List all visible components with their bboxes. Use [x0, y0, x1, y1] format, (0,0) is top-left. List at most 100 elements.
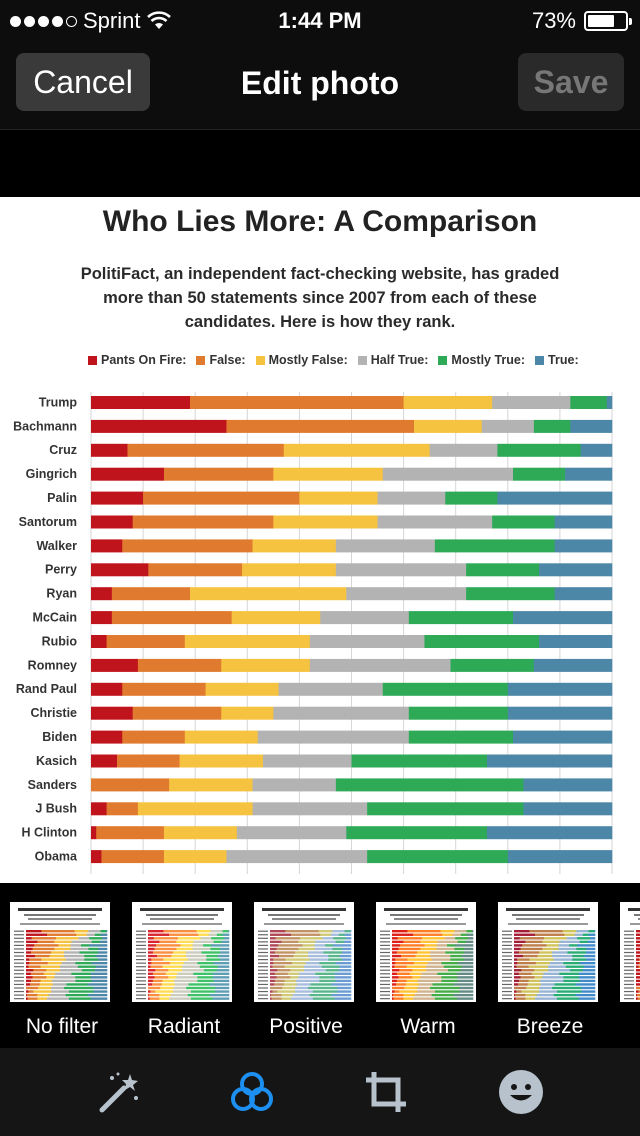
bar-segment: [460, 933, 467, 936]
bar-segment: [582, 969, 596, 972]
thumbnail-label-mark: [502, 969, 512, 971]
bar-segment: [377, 491, 446, 505]
bar-segment: [514, 940, 526, 944]
thumbnail-label-mark: [380, 955, 390, 957]
bar-segment: [444, 937, 456, 940]
bar-segment: [522, 954, 538, 958]
bar-segment: [523, 802, 613, 816]
thumbnail-label-mark: [258, 983, 268, 986]
filter-option[interactable]: Warm: [376, 902, 480, 1038]
bar-segment: [163, 826, 238, 840]
bar-segment: [26, 979, 32, 983]
bar-segment: [521, 990, 540, 993]
bar-segment: [437, 972, 458, 975]
sticker-icon[interactable]: [497, 1068, 545, 1116]
bar-segment: [579, 979, 596, 983]
thumbnail-label-mark: [624, 951, 634, 954]
bar-segment: [312, 990, 338, 993]
bar-segment: [459, 986, 474, 990]
thumbnail-label-mark: [380, 944, 390, 946]
bar-segment: [106, 930, 108, 933]
bar-segment: [86, 933, 96, 936]
bar-segment: [535, 961, 550, 965]
bar-segment: [270, 993, 272, 997]
bar-segment: [216, 969, 230, 972]
bar-segment: [581, 986, 596, 990]
bar-segment: [447, 944, 456, 947]
bar-segment: [445, 951, 465, 954]
filter-thumbnail[interactable]: [620, 902, 640, 1002]
bar-segment: [295, 979, 320, 983]
filter-thumbnail[interactable]: [132, 902, 232, 1002]
thumbnail-label-mark: [14, 976, 24, 978]
filter-option[interactable]: Positive: [254, 902, 358, 1038]
thumbnail-label-mark: [380, 983, 390, 986]
filters-icon[interactable]: [228, 1068, 276, 1116]
bar-segment: [513, 467, 566, 481]
bar-segment: [231, 611, 321, 625]
bar-segment: [304, 969, 327, 972]
bar-segment: [174, 983, 189, 986]
category-label: Christie: [30, 706, 77, 720]
bar-segment: [55, 972, 72, 975]
thumbnail-label-mark: [136, 959, 146, 961]
filter-option[interactable]: No filter: [10, 902, 114, 1038]
bar-segment: [514, 937, 520, 940]
bar-segment: [196, 930, 211, 933]
bar-segment: [430, 986, 460, 990]
bar-segment: [65, 993, 88, 997]
thumbnail-label-mark: [136, 930, 146, 932]
bar-segment: [298, 940, 316, 944]
filter-option[interactable]: [620, 902, 640, 1002]
bar-segment: [312, 997, 336, 1000]
bar-segment: [162, 979, 175, 983]
bar-segment: [278, 944, 303, 947]
bar-segment: [570, 396, 608, 409]
bar-segment: [409, 972, 422, 975]
bar-segment: [577, 944, 596, 947]
bar-segment: [111, 587, 191, 601]
bar-segment: [91, 658, 139, 672]
legend-item: Pants On Fire:: [88, 353, 186, 367]
bar-segment: [450, 958, 465, 961]
thumbnail-label-mark: [258, 951, 268, 954]
save-button[interactable]: Save: [518, 53, 624, 111]
bar-segment: [334, 997, 352, 1000]
bar-segment: [497, 491, 613, 505]
bar-segment: [152, 983, 163, 986]
filter-thumbnail[interactable]: [376, 902, 476, 1002]
bar-segment: [542, 947, 559, 951]
bar-segment: [492, 396, 571, 409]
filter-thumbnail[interactable]: [10, 902, 110, 1002]
bar-segment: [211, 944, 230, 947]
filter-option[interactable]: Radiant: [132, 902, 236, 1038]
bar-segment: [421, 937, 445, 940]
bar-segment: [33, 969, 47, 972]
bar-segment: [426, 969, 449, 972]
magic-wand-icon[interactable]: [94, 1068, 142, 1116]
category-label: J Bush: [35, 802, 77, 816]
bar-segment: [68, 997, 92, 1000]
bar-segment: [413, 961, 428, 965]
bar-segment: [319, 979, 336, 983]
bar-segment: [525, 997, 536, 1000]
bar-segment: [272, 965, 285, 968]
bar-segment: [37, 997, 48, 1000]
bar-segment: [636, 937, 640, 940]
cancel-button[interactable]: Cancel: [16, 53, 150, 111]
bar-segment: [587, 940, 596, 944]
bar-segment: [346, 587, 467, 601]
bar-segment: [323, 951, 343, 954]
bar-segment: [71, 972, 92, 975]
bar-segment: [149, 997, 160, 1000]
filter-thumbnail[interactable]: [254, 902, 354, 1002]
filter-thumbnail[interactable]: [498, 902, 598, 1002]
filter-option[interactable]: Breeze: [498, 902, 602, 1038]
crop-icon[interactable]: [362, 1068, 410, 1116]
bar-segment: [90, 972, 108, 975]
bar-segment: [429, 443, 498, 457]
thumbnail-label-mark: [136, 976, 146, 978]
bar-segment: [90, 997, 108, 1000]
thumbnail-label-mark: [502, 990, 512, 993]
bar-segment: [392, 965, 395, 968]
